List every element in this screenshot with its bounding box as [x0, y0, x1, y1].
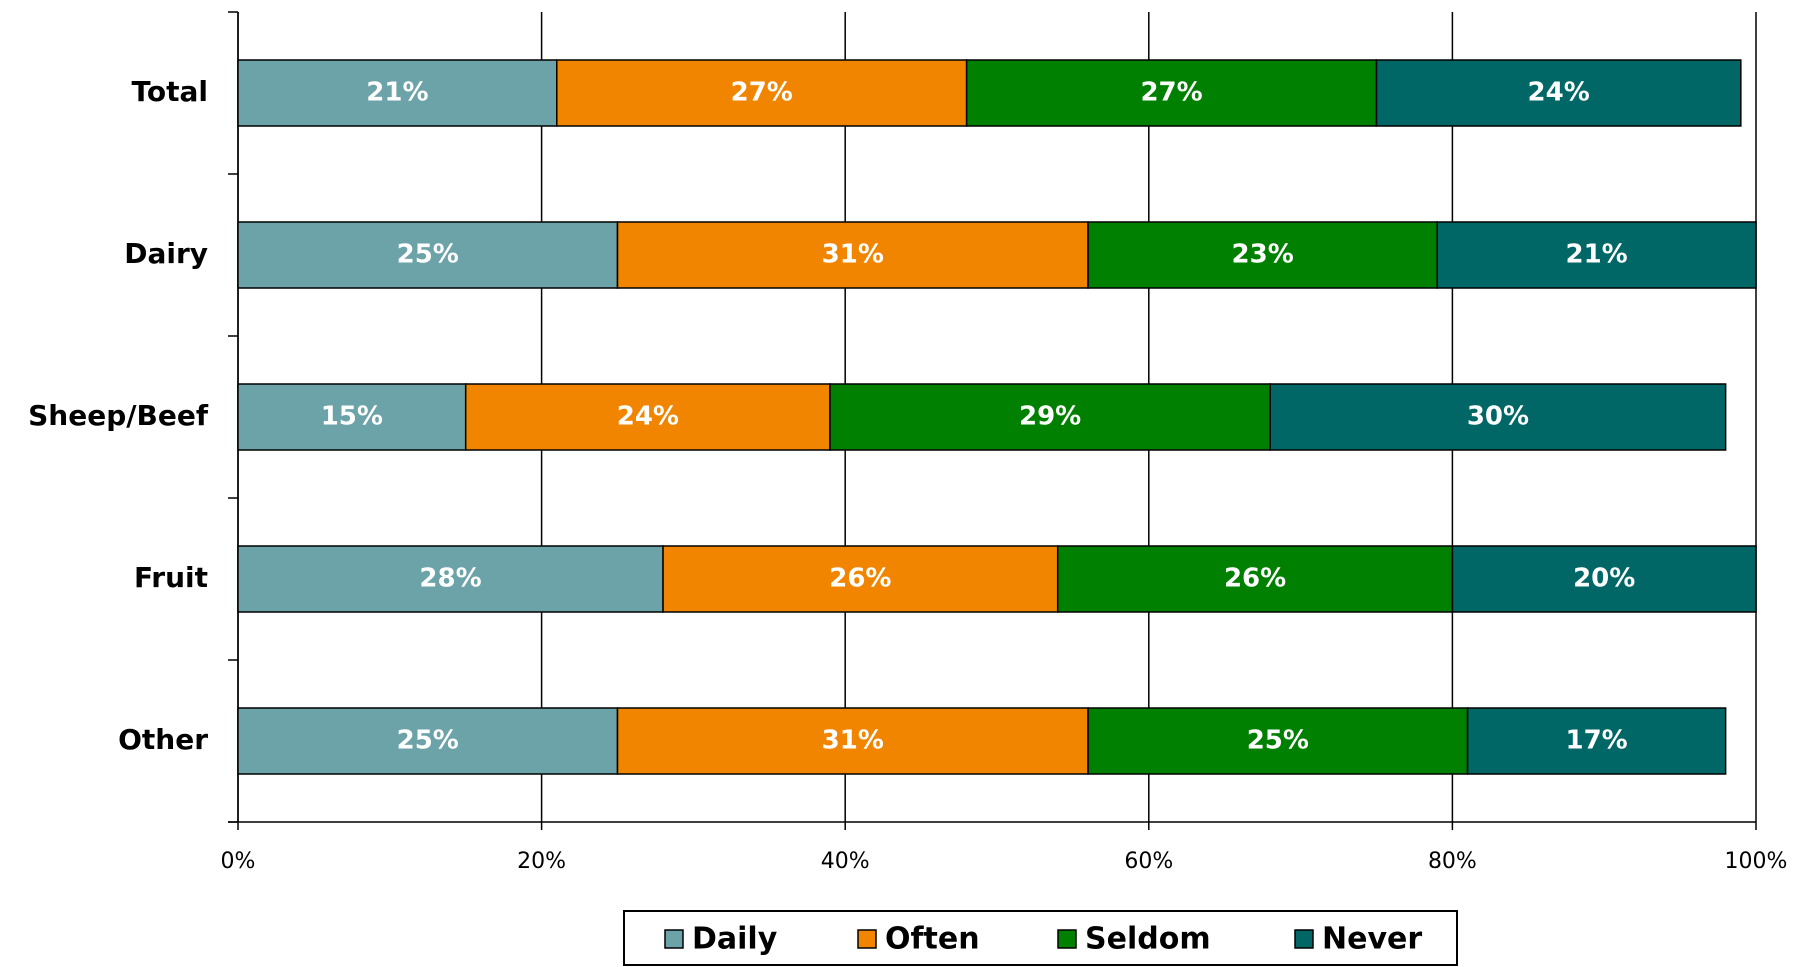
bar-segment: [556, 59, 968, 127]
legend-swatch: [1057, 929, 1077, 949]
x-tick-label: 100%: [1725, 849, 1788, 874]
bar-segment: [1087, 221, 1438, 289]
bar-segment: [237, 221, 619, 289]
data-label: 25%: [1247, 726, 1309, 756]
legend-label: Daily: [692, 922, 778, 957]
bar-segment: [237, 707, 619, 775]
data-label: 21%: [366, 78, 428, 108]
legend-label: Seldom: [1085, 922, 1211, 957]
bar-segment: [1269, 383, 1727, 451]
bar-segment: [237, 383, 467, 451]
bar-segment: [616, 707, 1089, 775]
bar-segment: [237, 545, 664, 613]
bar-segment: [1436, 221, 1757, 289]
data-label: 23%: [1232, 240, 1294, 270]
bar-segment: [1375, 59, 1742, 127]
data-label: 28%: [419, 564, 481, 594]
data-label: 29%: [1019, 402, 1081, 432]
data-label: 21%: [1565, 240, 1627, 270]
data-label: 15%: [321, 402, 383, 432]
bar-segment: [1056, 545, 1454, 613]
data-label: 24%: [1528, 78, 1590, 108]
legend-box: [623, 910, 1458, 966]
x-tick-label: 40%: [821, 849, 870, 874]
y-tick-label: Dairy: [124, 237, 208, 270]
data-label: 25%: [397, 726, 459, 756]
legend-label: Often: [885, 922, 980, 957]
x-tick-label: 80%: [1428, 849, 1477, 874]
y-tick-label: Sheep/Beef: [28, 399, 209, 432]
data-label: 30%: [1467, 402, 1529, 432]
bar-segment: [1087, 707, 1469, 775]
legend-swatch: [857, 929, 877, 949]
bar-segment: [237, 59, 558, 127]
y-tick-label: Fruit: [134, 561, 208, 594]
y-tick-label: Other: [118, 723, 208, 756]
bar-segment: [1466, 707, 1727, 775]
x-tick-label: 20%: [517, 849, 566, 874]
data-label: 26%: [1224, 564, 1286, 594]
x-tick-label: 60%: [1124, 849, 1173, 874]
data-label: 17%: [1565, 726, 1627, 756]
data-label: 27%: [731, 78, 793, 108]
data-label: 31%: [822, 726, 884, 756]
data-label: 26%: [829, 564, 891, 594]
data-label: 20%: [1573, 564, 1635, 594]
data-label: 24%: [617, 402, 679, 432]
data-label: 25%: [397, 240, 459, 270]
bar-segment: [1451, 545, 1757, 613]
legend-swatch: [1294, 929, 1314, 949]
bar-segment: [829, 383, 1271, 451]
data-label: 31%: [822, 240, 884, 270]
legend-swatch: [664, 929, 684, 949]
data-label: 27%: [1140, 78, 1202, 108]
legend-label: Never: [1322, 922, 1422, 957]
y-tick-label: Total: [132, 75, 209, 108]
bar-segment: [464, 383, 831, 451]
x-tick-label: 0%: [221, 849, 256, 874]
